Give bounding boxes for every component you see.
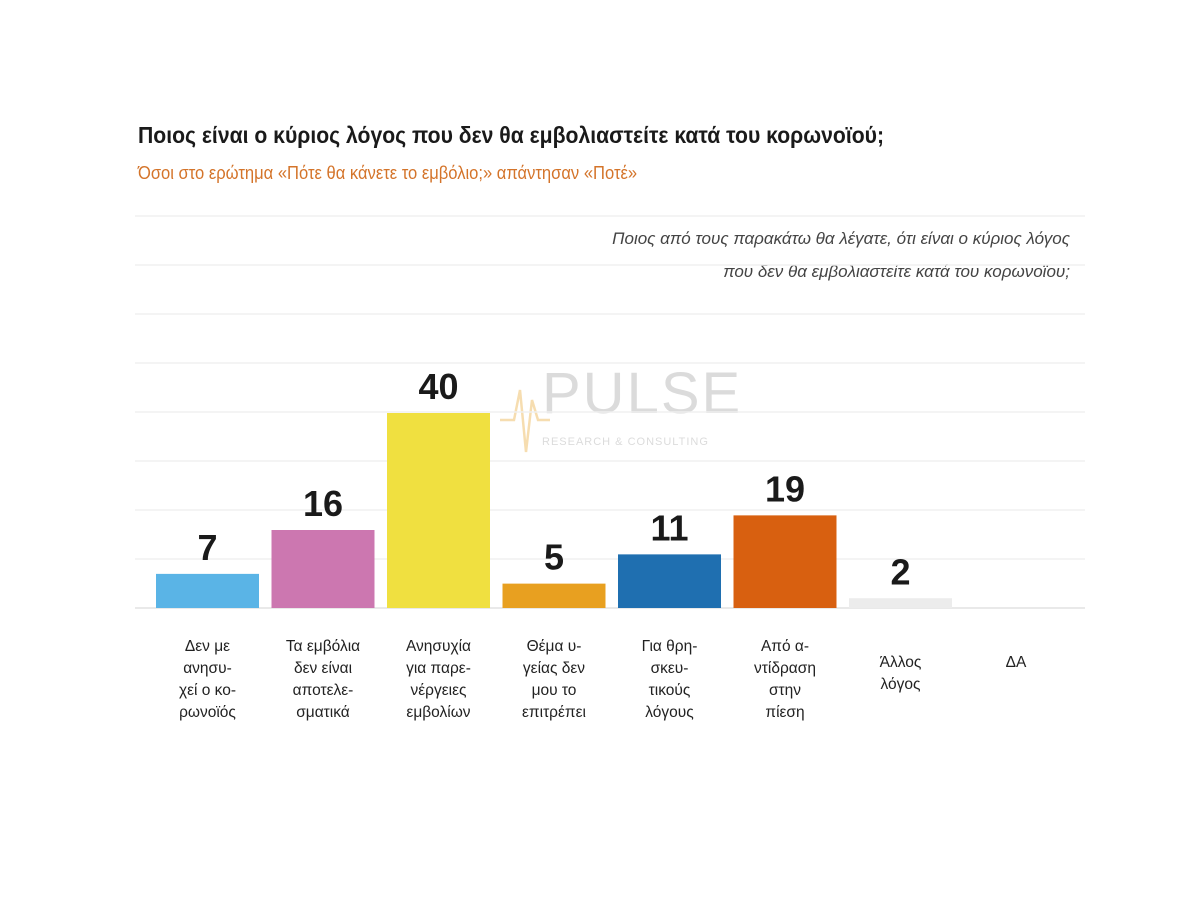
survey-question-line-1: Ποιος από τους παρακάτω θα λέγατε, ότι ε… xyxy=(612,229,1070,248)
data-label-2: 16 xyxy=(303,483,343,524)
pulse-heartbeat-icon xyxy=(500,389,550,453)
category-label-line: γείας δεν xyxy=(522,660,586,677)
pulse-watermark: PULSE RESEARCH & CONSULTING xyxy=(500,360,740,460)
category-label-line: επιτρέπει xyxy=(522,704,586,721)
category-label-line: Θέμα υ- xyxy=(526,638,582,655)
watermark-word: PULSE xyxy=(542,361,743,426)
survey-question-line-2: που δεν θα εμβολιαστείτε κατά του κορωνο… xyxy=(723,262,1070,281)
bar-1 xyxy=(156,573,259,608)
category-label-line: σματικά xyxy=(296,704,350,721)
category-label-line: λόγους xyxy=(645,704,694,721)
category-label-line: Ανησυχία xyxy=(405,638,471,655)
category-label-line: σκευ- xyxy=(650,660,689,677)
bar-6 xyxy=(733,515,837,608)
bar-4 xyxy=(502,583,606,608)
category-label-line: πίεση xyxy=(765,704,805,721)
category-label-line: αποτελε- xyxy=(292,682,354,699)
category-label-line: Δεν με xyxy=(184,638,231,655)
category-label-line: στην xyxy=(768,682,802,699)
data-label-5: 11 xyxy=(650,507,688,548)
category-label-line: ανησυ- xyxy=(183,660,232,677)
bar-2 xyxy=(271,530,375,608)
category-label-line: δεν είναι xyxy=(293,660,353,677)
data-label-1: 7 xyxy=(197,527,217,568)
bar-3 xyxy=(387,413,490,608)
category-label-3: Ανησυχία για παρε-νέργειες εμβολίων xyxy=(384,636,494,724)
category-label-line: για παρε- xyxy=(406,660,471,677)
chart-subtitle: Όσοι στο ερώτημα «Πότε θα κάνετε το εμβό… xyxy=(138,163,638,183)
survey-question: Ποιος από τους παρακάτω θα λέγατε, ότι ε… xyxy=(510,222,1070,288)
category-label-line: Από α- xyxy=(760,638,810,655)
data-label-7: 2 xyxy=(890,551,910,592)
category-label-line: ρωνοϊός xyxy=(179,704,236,721)
category-label-line: ΔΑ xyxy=(1005,654,1027,671)
category-label-line: λόγος xyxy=(880,676,921,693)
category-label-8: ΔΑ xyxy=(961,652,1071,674)
category-label-line: ντίδραση xyxy=(754,660,816,677)
watermark-tagline: RESEARCH & CONSULTING xyxy=(542,436,709,448)
data-label-6: 19 xyxy=(765,468,805,509)
category-label-5: Για θρη-σκευ-τικούς λόγους xyxy=(615,636,725,724)
category-label-line: χεί ο κο- xyxy=(178,682,237,699)
data-label-3: 40 xyxy=(418,366,458,407)
bar-5 xyxy=(618,554,721,608)
category-label-line: τικούς xyxy=(648,682,691,699)
category-label-line: Για θρη- xyxy=(641,638,698,655)
category-label-2: Τα εμβόλια δεν είναι αποτελε-σματικά xyxy=(268,636,378,724)
category-label-7: Άλλος λόγος xyxy=(846,652,956,696)
chart-title: Ποιος είναι ο κύριος λόγος που δεν θα εμ… xyxy=(138,122,885,148)
data-label-4: 5 xyxy=(544,537,564,578)
category-label-6: Από α-ντίδραση στην πίεση xyxy=(730,636,840,724)
category-label-4: Θέμα υ-γείας δεν μου το επιτρέπει xyxy=(499,636,609,724)
category-label-line: νέργειες xyxy=(410,682,467,699)
bar-7 xyxy=(849,598,952,608)
category-label-1: Δεν με ανησυ-χεί ο κο-ρωνοϊός xyxy=(153,636,263,724)
category-label-line: μου το xyxy=(531,682,577,699)
category-label-line: Τα εμβόλια xyxy=(285,638,361,655)
category-label-line: Άλλος xyxy=(879,654,922,671)
category-label-line: εμβολίων xyxy=(406,704,471,721)
